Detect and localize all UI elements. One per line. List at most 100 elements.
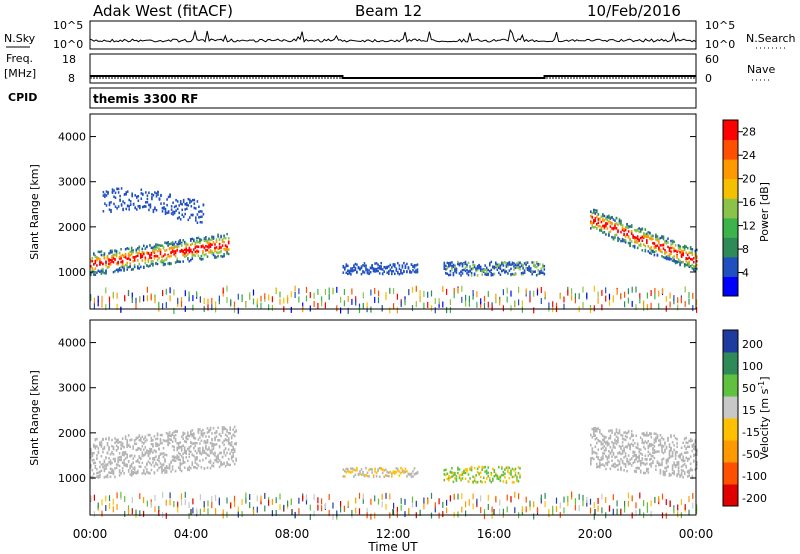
velocity-echo-cell bbox=[612, 443, 615, 447]
power-near-range-cell bbox=[298, 296, 300, 303]
power-echo-cell bbox=[212, 253, 215, 257]
velocity-echo-cell bbox=[659, 443, 662, 447]
velocity-near-range-cell bbox=[411, 496, 414, 503]
velocity-echo-cell bbox=[633, 459, 636, 462]
velocity-near-range-cell bbox=[385, 503, 387, 510]
velocity-echo-cell bbox=[212, 465, 215, 468]
velocity-echo-cell bbox=[618, 431, 621, 434]
power-echo-cell bbox=[223, 240, 225, 244]
power-echo-cell bbox=[454, 270, 456, 273]
power-echo-cell bbox=[513, 268, 515, 271]
velocity-echo-cell bbox=[93, 445, 95, 448]
velocity-echo-cell bbox=[481, 481, 483, 484]
power-echo-cell bbox=[140, 188, 143, 191]
velocity-echo-cell bbox=[504, 472, 506, 475]
power-near-range-cell bbox=[529, 290, 531, 297]
power-echo-cell bbox=[398, 264, 401, 267]
velocity-echo-cell bbox=[413, 473, 416, 476]
velocity-near-range-cell bbox=[593, 502, 595, 509]
velocity-near-range-cell bbox=[586, 496, 588, 503]
power-echo-cell bbox=[375, 269, 378, 273]
velocity-echo-cell bbox=[388, 475, 390, 478]
power-echo-cell bbox=[196, 213, 199, 216]
xaxis-label: Time UT bbox=[367, 540, 418, 554]
power-echo-cell bbox=[206, 239, 209, 243]
velocity-echo-cell bbox=[194, 449, 197, 453]
velocity-echo-cell bbox=[403, 470, 405, 473]
power-echo-cell bbox=[211, 250, 213, 253]
velocity-echo-cell bbox=[121, 453, 124, 457]
velocity-echo-cell bbox=[615, 435, 618, 438]
power-echo-cell bbox=[510, 273, 512, 276]
power-echo-cell bbox=[454, 268, 456, 271]
power-near-range-cell bbox=[358, 303, 361, 310]
velocity-echo-cell bbox=[647, 454, 650, 457]
velocity-echo-cell bbox=[492, 467, 494, 471]
power-echo-cell bbox=[208, 244, 210, 247]
power-echo-cell bbox=[118, 268, 121, 272]
velocity-echo-cell bbox=[517, 480, 520, 483]
velocity-echo-cell bbox=[639, 463, 642, 467]
power-echo-cell bbox=[535, 274, 538, 277]
velocity-echo-cell bbox=[233, 462, 236, 466]
power-echo-cell bbox=[123, 265, 125, 268]
velocity-near-range-cell bbox=[692, 493, 694, 499]
power-echo-cell bbox=[137, 252, 139, 255]
velocity-echo-cell bbox=[686, 451, 689, 454]
velocity-echo-cell bbox=[217, 426, 219, 429]
velocity-echo-cell bbox=[115, 438, 118, 442]
velocity-echo-cell bbox=[356, 469, 358, 472]
power-near-range-cell bbox=[396, 293, 398, 300]
power-echo-cell bbox=[162, 254, 165, 258]
power-echo-cell bbox=[122, 207, 124, 211]
power-echo-cell bbox=[111, 251, 113, 254]
velocity-echo-cell bbox=[199, 447, 201, 450]
velocity-near-range-cell bbox=[487, 504, 489, 510]
velocity-echo-cell bbox=[490, 480, 493, 484]
power-echo-cell bbox=[161, 260, 163, 264]
power-echo-cell bbox=[169, 193, 171, 196]
power-echo-cell bbox=[221, 255, 224, 258]
velocity-colorbar-tick-label: 15 bbox=[742, 404, 756, 417]
velocity-echo-cell bbox=[179, 464, 181, 467]
power-echo-cell bbox=[179, 200, 182, 203]
velocity-echo-cell bbox=[230, 448, 233, 452]
velocity-echo-cell bbox=[599, 464, 601, 467]
velocity-echo-cell bbox=[212, 447, 215, 450]
power-near-range-cell bbox=[430, 290, 433, 297]
power-echo-cell bbox=[121, 266, 124, 269]
power-echo-cell bbox=[223, 234, 225, 238]
power-echo-cell bbox=[485, 269, 488, 272]
velocity-echo-cell bbox=[190, 445, 192, 448]
velocity-near-range-cell bbox=[215, 494, 217, 501]
velocity-echo-cell bbox=[102, 438, 104, 441]
power-echo-cell bbox=[218, 238, 221, 242]
power-near-range-cell bbox=[510, 290, 512, 297]
power-echo-cell bbox=[123, 254, 125, 258]
velocity-echo-cell bbox=[664, 442, 666, 446]
velocity-echo-cell bbox=[229, 442, 231, 445]
velocity-near-range-cell bbox=[131, 497, 133, 504]
power-echo-cell bbox=[170, 254, 172, 258]
power-echo-cell bbox=[167, 211, 170, 214]
velocity-echo-cell bbox=[609, 434, 612, 438]
velocity-echo-cell bbox=[202, 451, 204, 454]
power-echo-cell bbox=[111, 260, 113, 263]
power-near-range-cell bbox=[256, 298, 258, 305]
power-echo-cell bbox=[694, 249, 697, 253]
velocity-near-range-cell bbox=[169, 492, 171, 499]
power-echo-cell bbox=[215, 240, 218, 243]
velocity-echo-cell bbox=[109, 467, 112, 471]
power-echo-cell bbox=[190, 200, 193, 203]
power-echo-cell bbox=[115, 253, 118, 256]
power-echo-cell bbox=[205, 253, 207, 256]
power-colorbar-swatch bbox=[723, 237, 738, 258]
velocity-echo-cell bbox=[345, 467, 348, 471]
velocity-echo-cell bbox=[597, 439, 600, 442]
velocity-echo-cell bbox=[636, 443, 639, 446]
power-echo-cell bbox=[158, 257, 160, 260]
power-echo-cell bbox=[217, 247, 219, 251]
velocity-near-range-cell bbox=[165, 512, 167, 519]
velocity-echo-cell bbox=[224, 427, 227, 431]
velocity-near-range-cell bbox=[199, 494, 201, 501]
